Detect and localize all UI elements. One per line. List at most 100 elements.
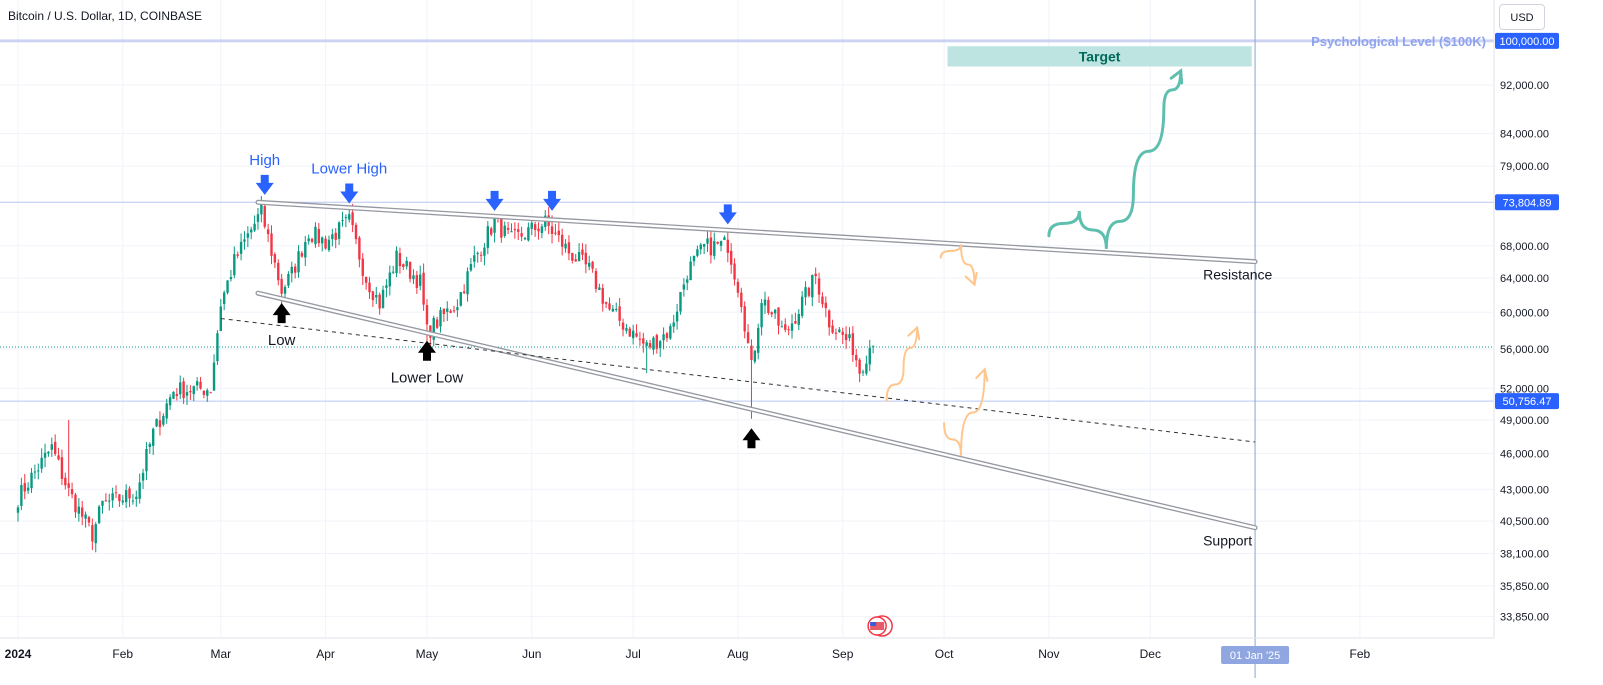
candle-body bbox=[773, 309, 777, 314]
x-tick-label: Aug bbox=[727, 647, 748, 661]
candle bbox=[520, 226, 523, 242]
candle-body bbox=[168, 397, 172, 406]
candle-body bbox=[462, 291, 466, 294]
candle-body bbox=[290, 266, 293, 274]
candle bbox=[858, 358, 861, 383]
candle-body bbox=[293, 266, 297, 273]
y-tick-label: 60,000.00 bbox=[1500, 307, 1549, 319]
candle bbox=[337, 221, 341, 245]
candle-body bbox=[594, 271, 598, 289]
candle-body bbox=[341, 220, 344, 222]
candle-body bbox=[128, 488, 131, 499]
candle-body bbox=[591, 261, 594, 269]
candle-body bbox=[67, 483, 70, 488]
candle-body bbox=[124, 490, 128, 503]
candle-body bbox=[750, 345, 753, 361]
candle-body bbox=[554, 232, 557, 234]
candle bbox=[364, 276, 368, 290]
candle-body bbox=[588, 262, 591, 267]
candle bbox=[652, 336, 655, 355]
candle bbox=[94, 522, 97, 553]
y-tick-label: 79,000.00 bbox=[1500, 161, 1549, 173]
x-tick-label: May bbox=[416, 647, 439, 661]
candle bbox=[74, 492, 77, 518]
candle bbox=[692, 255, 696, 267]
candle bbox=[855, 348, 858, 368]
candle-body bbox=[746, 332, 750, 344]
x-tick-label: Apr bbox=[316, 647, 335, 661]
candle-body bbox=[402, 264, 405, 267]
candle-body bbox=[743, 306, 746, 332]
candle-body bbox=[297, 251, 300, 273]
candle-body bbox=[523, 238, 527, 240]
candle bbox=[135, 490, 138, 507]
candle bbox=[354, 222, 358, 245]
candle bbox=[740, 287, 743, 313]
candle-body bbox=[432, 317, 435, 340]
candle bbox=[719, 240, 723, 252]
y-tick-label: 56,000.00 bbox=[1500, 344, 1549, 356]
candle-body bbox=[108, 500, 111, 502]
candle bbox=[256, 208, 260, 230]
candle-body bbox=[814, 273, 817, 277]
candle bbox=[385, 279, 388, 298]
candle-body bbox=[581, 249, 584, 255]
candle bbox=[848, 327, 851, 342]
candle-body bbox=[53, 441, 57, 454]
candle-body bbox=[733, 263, 736, 280]
candle bbox=[101, 500, 104, 514]
candle-body bbox=[212, 362, 216, 391]
candle-body bbox=[118, 494, 121, 502]
candle bbox=[243, 231, 246, 250]
candle bbox=[588, 255, 591, 271]
currency-button[interactable]: USD bbox=[1499, 4, 1545, 30]
candle bbox=[723, 235, 726, 241]
candle bbox=[753, 350, 757, 364]
candle bbox=[841, 327, 844, 344]
candle-body bbox=[483, 247, 486, 256]
candle bbox=[834, 328, 838, 340]
price-badge bbox=[1495, 32, 1559, 49]
candle bbox=[67, 419, 70, 497]
orange-2-arrowhead bbox=[907, 325, 921, 341]
candle bbox=[743, 301, 746, 339]
candle-body bbox=[713, 241, 716, 256]
candle bbox=[814, 267, 817, 285]
candle-body bbox=[300, 252, 304, 257]
candle bbox=[70, 482, 74, 499]
candle-body bbox=[304, 242, 307, 258]
candle bbox=[212, 354, 216, 391]
candle-body bbox=[621, 322, 625, 330]
x-tick-label: Nov bbox=[1038, 647, 1059, 661]
candle bbox=[152, 427, 155, 455]
candle-body bbox=[824, 302, 828, 309]
candle bbox=[530, 219, 533, 236]
candle-body bbox=[91, 525, 94, 542]
candle bbox=[16, 505, 20, 522]
candle-body bbox=[138, 482, 141, 499]
candle-body bbox=[87, 517, 91, 523]
orange-1-projection bbox=[939, 244, 976, 286]
candle bbox=[838, 327, 841, 333]
candle bbox=[53, 434, 57, 456]
candle bbox=[493, 214, 496, 243]
candle-body bbox=[182, 381, 185, 399]
candle-body bbox=[202, 390, 206, 395]
candle-body bbox=[652, 337, 655, 350]
candle-body bbox=[321, 237, 324, 244]
candle bbox=[422, 263, 425, 311]
candle-body bbox=[564, 243, 567, 249]
candle bbox=[490, 226, 493, 237]
candle bbox=[527, 222, 530, 242]
candle-body bbox=[16, 507, 20, 513]
candle-body bbox=[838, 329, 841, 333]
candle-body bbox=[388, 272, 391, 287]
candle-body bbox=[314, 226, 317, 245]
candle bbox=[158, 411, 162, 436]
candle bbox=[642, 332, 645, 353]
candle-body bbox=[767, 299, 770, 313]
candle bbox=[486, 220, 490, 255]
candle-body bbox=[425, 305, 429, 325]
candle-body bbox=[844, 334, 848, 341]
